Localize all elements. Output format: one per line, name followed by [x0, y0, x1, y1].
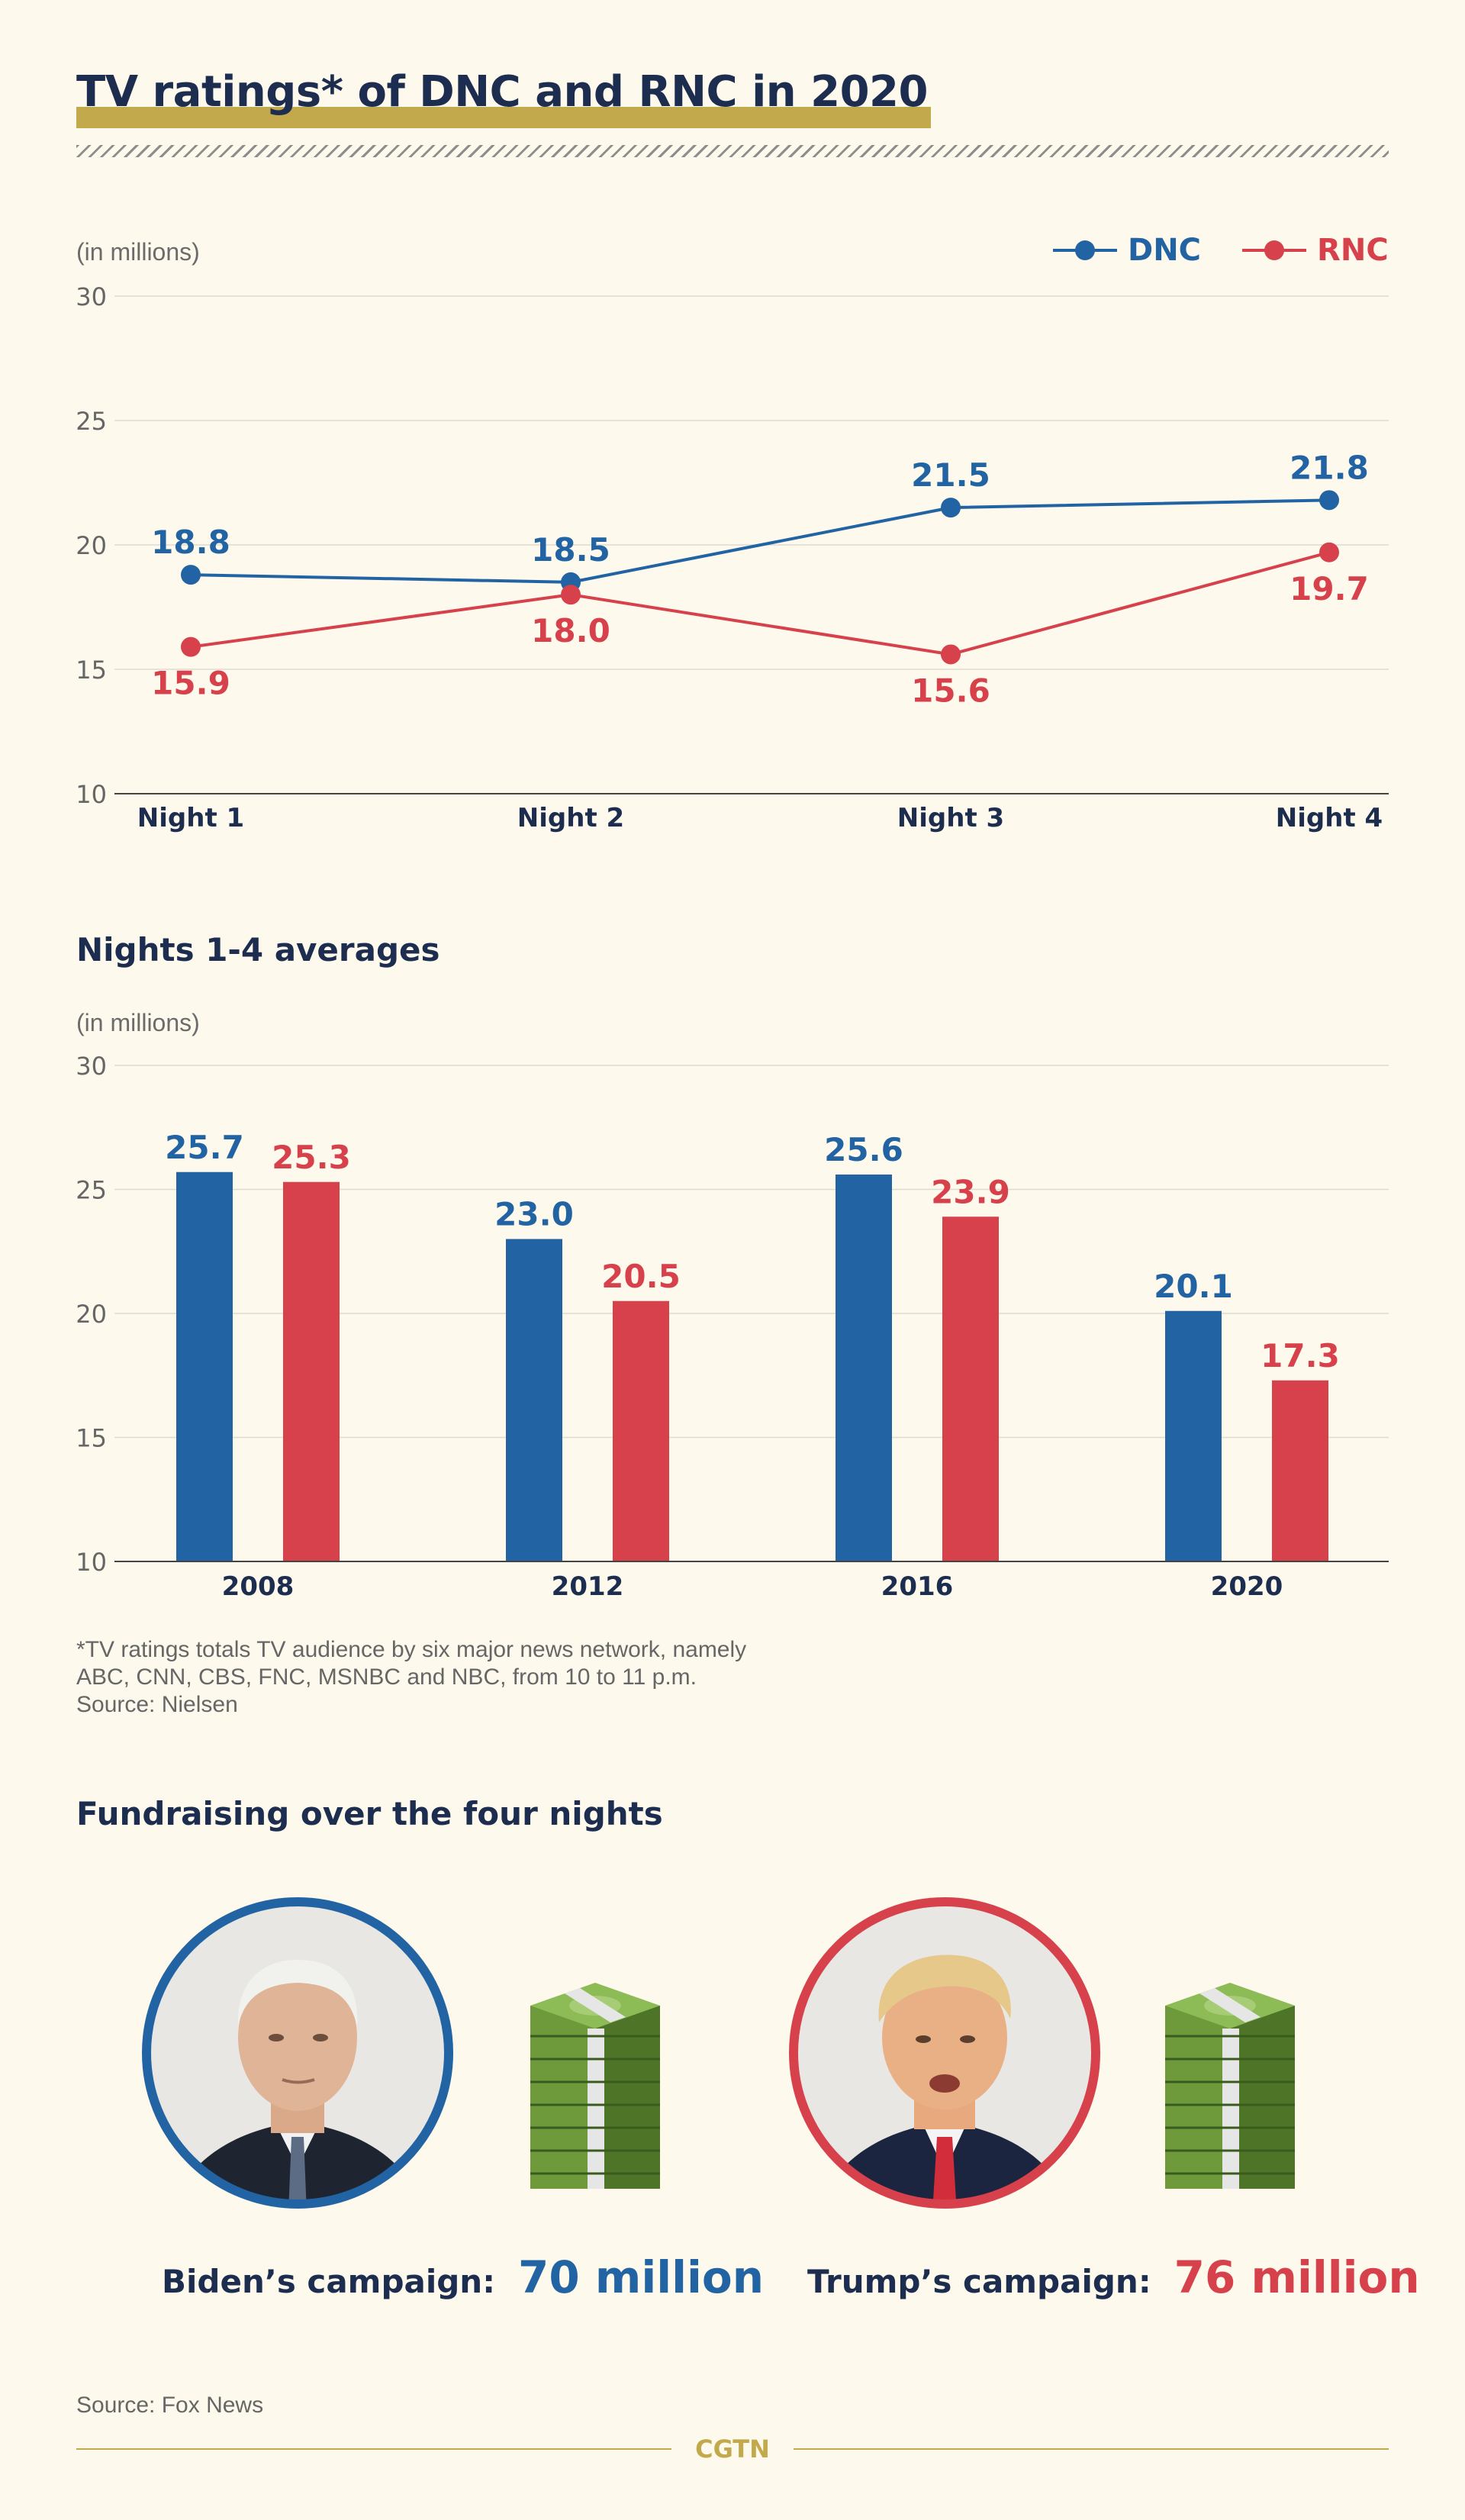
bar-rnc — [613, 1300, 669, 1561]
fundraising-title: Fundraising over the four nights — [76, 1795, 663, 1832]
title-underline — [76, 107, 931, 128]
bar-dnc — [176, 1171, 233, 1561]
hatched-divider — [76, 145, 1389, 157]
money-stack-icon — [1165, 1983, 1295, 2189]
page-title: TV ratings* of DNC and RNC in 2020 — [76, 67, 929, 117]
y-tick-label: 20 — [76, 1300, 107, 1329]
brand-logo: CGTN — [695, 2435, 770, 2464]
title-block: TV ratings* of DNC and RNC in 2020 — [76, 67, 931, 128]
x-tick-label: Night 1 — [137, 803, 244, 833]
data-label-dnc: 21.8 — [1290, 449, 1369, 486]
footnote-line-2: ABC, CNN, CBS, FNC, MSNBC and NBC, from … — [76, 1664, 697, 1690]
series-line-dnc — [190, 498, 1330, 584]
y-tick-label: 10 — [76, 780, 107, 809]
legend-rnc-marker — [1242, 240, 1307, 260]
data-label-rnc: 15.9 — [151, 665, 230, 702]
x-tick-label: Night 3 — [897, 803, 1004, 833]
data-point-rnc — [561, 585, 581, 605]
fundraising-source: Source: Fox News — [76, 2393, 264, 2418]
y-tick-label: 15 — [76, 656, 107, 685]
legend-dnc-marker — [1053, 240, 1117, 260]
data-point-dnc — [1319, 490, 1339, 511]
x-tick-label: Night 4 — [1276, 803, 1383, 833]
biden-fundraising: Biden’s campaign: 70 million — [162, 2251, 764, 2303]
data-label-dnc: 18.5 — [531, 531, 610, 569]
trump-portrait-icon — [789, 1897, 1100, 2209]
series-line-rnc — [190, 550, 1330, 656]
footer-rule-right — [794, 2448, 1389, 2450]
bar-label-dnc: 25.6 — [824, 1131, 903, 1168]
line-chart: 10 15 20 25 30 Night 1 Night 2 Night 3 Night 4 18… — [76, 282, 1389, 833]
legend: DNC RNC — [1053, 233, 1389, 268]
data-label-dnc: 18.8 — [151, 524, 230, 561]
trump-fundraising: Trump’s campaign: 76 million — [807, 2251, 1420, 2303]
bar-label-dnc: 25.7 — [165, 1129, 244, 1166]
trump-amount: 76 million — [1174, 2251, 1420, 2303]
biden-amount: 70 million — [518, 2251, 765, 2303]
bar-chart-title: Nights 1-4 averages — [76, 931, 440, 968]
legend-rnc-label: RNC — [1317, 233, 1389, 268]
footnote-line-1: *TV ratings totals TV audience by six ma… — [76, 1637, 747, 1662]
y-tick-label: 30 — [76, 1052, 107, 1081]
data-label-dnc: 21.5 — [911, 456, 990, 494]
biden-portrait-icon — [142, 1897, 453, 2209]
x-tick-label: 2012 — [552, 1571, 624, 1602]
x-tick-label: 2016 — [881, 1571, 954, 1602]
y-tick-label: 30 — [76, 282, 107, 311]
bar-dnc — [1165, 1310, 1222, 1561]
trump-campaign-label: Trump’s campaign: — [807, 2263, 1151, 2300]
y-tick-label: 15 — [76, 1424, 107, 1453]
bar-dnc — [506, 1239, 562, 1561]
money-stack-icon — [530, 1983, 660, 2189]
data-label-rnc: 18.0 — [531, 612, 610, 649]
x-tick-label: Night 2 — [517, 803, 624, 833]
footnote-source: Source: Nielsen — [76, 1692, 238, 1717]
bar-label-dnc: 20.1 — [1154, 1268, 1233, 1305]
data-point-dnc — [181, 565, 201, 585]
legend-dnc-label: DNC — [1128, 233, 1202, 268]
bar-rnc — [942, 1216, 999, 1561]
bar-label-rnc: 17.3 — [1261, 1337, 1340, 1374]
bar-rnc — [283, 1181, 340, 1561]
footer-rule-left — [76, 2448, 671, 2450]
data-point-rnc — [181, 636, 201, 657]
data-point-dnc — [941, 498, 961, 518]
biden-campaign-label: Biden’s campaign: — [162, 2263, 496, 2300]
bar-label-rnc: 20.5 — [601, 1258, 681, 1295]
bar-label-rnc: 25.3 — [272, 1139, 351, 1176]
bar-dnc — [836, 1175, 892, 1561]
data-label-rnc: 19.7 — [1290, 570, 1369, 607]
y-tick-label: 20 — [76, 531, 107, 560]
y-tick-label: 25 — [76, 1176, 107, 1205]
x-tick-label: 2020 — [1211, 1571, 1283, 1602]
data-point-rnc — [1319, 542, 1339, 562]
y-tick-label: 25 — [76, 407, 107, 436]
bar-rnc — [1272, 1380, 1328, 1561]
y-tick-label: 10 — [76, 1548, 107, 1577]
bar-label-rnc: 23.9 — [931, 1173, 1010, 1210]
bar-chart: 10 15 20 25 30 2008 2012 2016 2020 25.7 23.0 25.6 20… — [76, 1052, 1389, 1602]
footnote: *TV ratings totals TV audience by six ma… — [76, 1636, 746, 1719]
data-point-rnc — [941, 644, 961, 665]
line-chart-unit: (in millions) — [76, 238, 200, 266]
bar-chart-unit: (in millions) — [76, 1009, 200, 1036]
bar-label-dnc: 23.0 — [494, 1196, 574, 1233]
x-tick-label: 2008 — [222, 1571, 295, 1602]
data-label-rnc: 15.6 — [911, 672, 990, 709]
